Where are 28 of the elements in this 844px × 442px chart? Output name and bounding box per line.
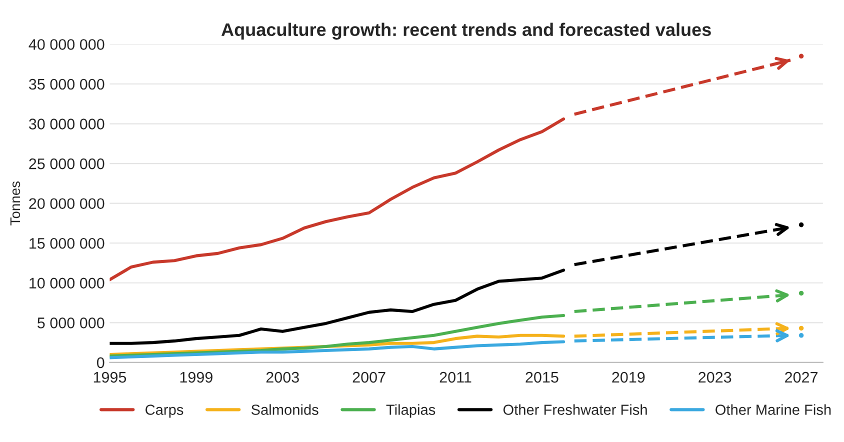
y-tick-label: 20 000 000 <box>29 198 104 210</box>
legend-label: Tilapias <box>386 404 436 418</box>
line-series <box>110 117 566 282</box>
y-tick-label: 0 <box>96 357 104 368</box>
legend-label: Other Freshwater Fish <box>503 404 647 415</box>
legend-label: Other Marine Fish <box>716 404 831 415</box>
y-tick-label: 15 000 000 <box>30 238 104 249</box>
x-tick-label: 2019 <box>612 372 645 383</box>
legend-label: Carps <box>146 404 184 418</box>
y-tick-label: 25 000 000 <box>29 158 104 170</box>
chart-title: Aquaculture growth: recent trends and forecasted values <box>221 22 711 40</box>
x-tick-label: 2027 <box>785 372 818 383</box>
y-axis-title: Tonnes <box>10 181 20 226</box>
x-tick-label: 1995 <box>94 372 126 383</box>
line-series <box>110 340 566 360</box>
y-tick-label: 5 000 000 <box>38 318 104 328</box>
x-tick-label: 2015 <box>526 372 558 383</box>
legend-label: Salmonids <box>251 404 318 415</box>
y-tick-label: 35 000 000 <box>28 78 104 90</box>
x-tick-label: 2007 <box>352 372 386 383</box>
y-tick-label: 30 000 000 <box>28 118 104 130</box>
y-tick-label: 40 000 000 <box>28 39 104 50</box>
y-tick-label: 10 000 000 <box>30 278 104 289</box>
x-tick-label: 1999 <box>180 372 212 383</box>
x-tick-label: 2011 <box>440 372 472 383</box>
x-tick-label: 2003 <box>266 372 299 383</box>
line-series <box>110 268 566 345</box>
x-tick-label: 2023 <box>698 372 732 383</box>
